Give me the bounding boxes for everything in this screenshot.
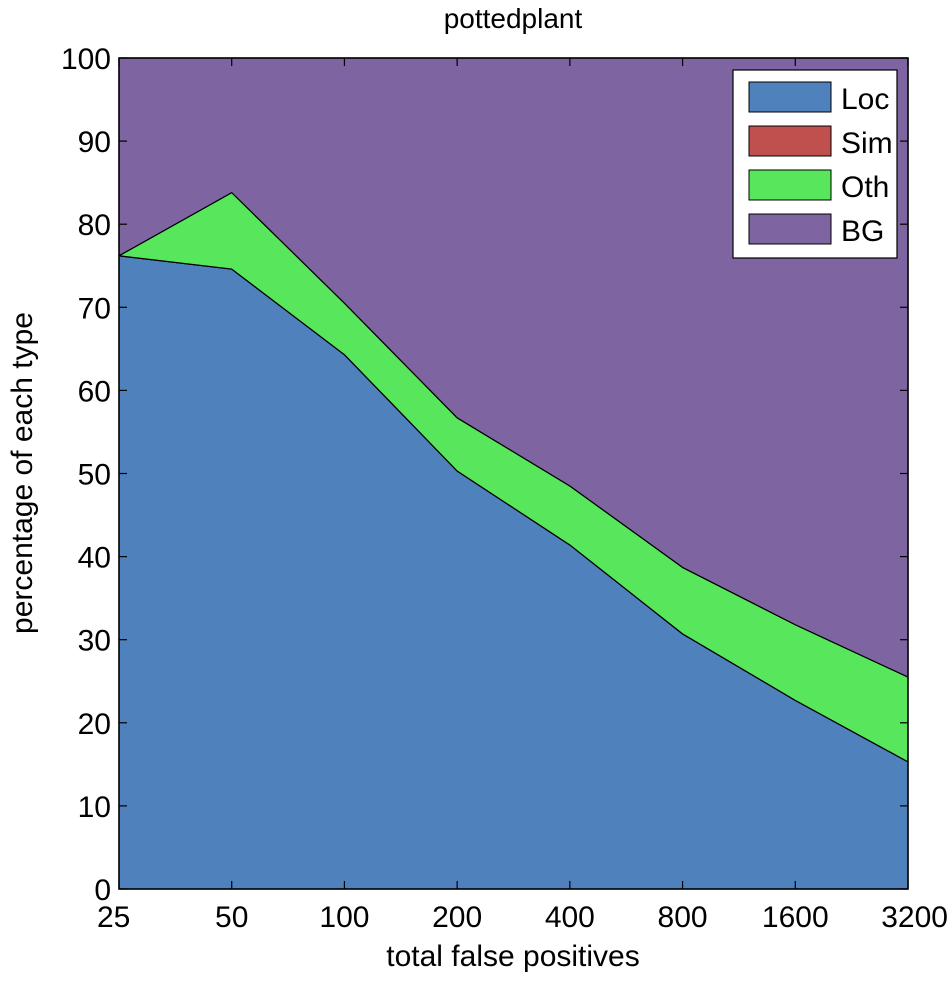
x-tick-label: 25: [97, 901, 130, 934]
y-tick-label: 20: [78, 708, 111, 741]
legend-label: Sim: [841, 127, 893, 160]
y-tick-label: 80: [78, 209, 111, 242]
y-tick-label: 60: [78, 375, 111, 408]
x-tick-label: 200: [432, 901, 482, 934]
y-tick-label: 0: [94, 874, 111, 907]
legend-label: BG: [841, 215, 884, 248]
x-tick-label: 100: [319, 901, 369, 934]
x-axis-label: total false positives: [386, 940, 639, 973]
x-tick-label: 800: [658, 901, 708, 934]
y-tick-label: 30: [78, 625, 111, 658]
x-tick-label: 1600: [762, 901, 829, 934]
y-tick-label: 70: [78, 292, 111, 325]
y-tick-label: 50: [78, 459, 111, 492]
legend-swatch: [748, 125, 832, 157]
legend-label: Oth: [841, 171, 889, 204]
y-axis-label: percentage of each type: [6, 312, 39, 634]
x-tick-label: 3200: [881, 901, 948, 934]
y-tick-label: 90: [78, 126, 111, 159]
y-tick-label: 100: [61, 43, 111, 76]
x-tick-label: 400: [545, 901, 595, 934]
legend-label: Loc: [841, 83, 889, 116]
y-tick-label: 40: [78, 542, 111, 575]
y-tick-label: 10: [78, 791, 111, 824]
legend-swatch: [748, 169, 832, 201]
legend-swatch: [748, 81, 832, 113]
chart-title: pottedplant: [444, 3, 583, 34]
x-tick-label: 50: [215, 901, 248, 934]
legend-swatch: [748, 213, 832, 245]
legend: Loc Sim Oth BG: [732, 69, 898, 259]
